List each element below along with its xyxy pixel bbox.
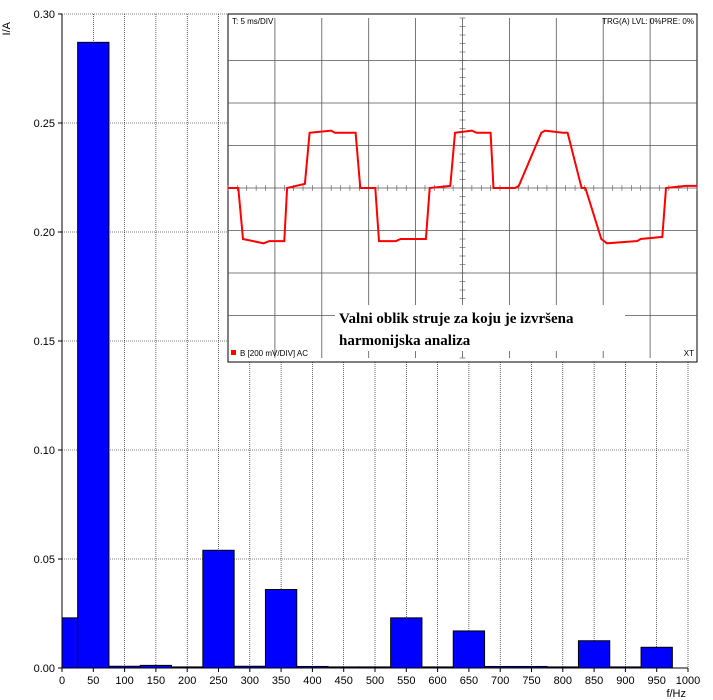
x-tick-label: 350	[272, 675, 290, 687]
x-tick-label: 600	[428, 675, 446, 687]
x-tick-label: 0	[59, 675, 65, 687]
x-tick-label: 100	[115, 675, 133, 687]
bar	[264, 589, 298, 669]
x-tick-label: 300	[241, 675, 259, 687]
bars-group	[61, 41, 673, 669]
y-tick-label: 0.25	[34, 118, 55, 130]
current-waveform-line	[228, 129, 697, 245]
x-tick-label: 700	[491, 675, 509, 687]
x-tick-label: 1000	[676, 675, 700, 687]
channel-label: B [200 mV/DIV] AC	[240, 349, 308, 358]
caption-background	[335, 305, 625, 351]
bar	[202, 549, 235, 669]
x-tick-label: 850	[585, 675, 603, 687]
x-tick-labels: 0 50 100 150 200 250 300 350 400 450 500 550 600 650 7…	[59, 675, 700, 687]
x-tick-label: 550	[397, 675, 415, 687]
caption-line-2: harmonijska analiza	[339, 333, 471, 349]
x-tick-label: 750	[522, 675, 540, 687]
x-tick-label: 400	[303, 675, 321, 687]
bar	[77, 41, 110, 669]
bar	[577, 640, 611, 669]
x-tick-label: 150	[147, 675, 165, 687]
x-tick-label: 50	[87, 675, 99, 687]
inset-grid	[227, 17, 698, 359]
x-tick-label: 650	[460, 675, 478, 687]
chart-axes	[58, 13, 689, 672]
y-tick-label: 0.00	[34, 663, 55, 675]
y-tick-labels: 0.00 0.05 0.10 0.15 0.20 0.25 0.30	[34, 9, 55, 675]
x-tick-label: 250	[209, 675, 227, 687]
x-axis-label: f/Hz	[666, 688, 686, 700]
bar	[452, 630, 486, 669]
x-tick-label: 800	[554, 675, 572, 687]
y-tick-label: 0.20	[34, 227, 55, 239]
x-tick-label: 950	[648, 675, 666, 687]
x-tick-label: 500	[366, 675, 384, 687]
timebase-label: T: 5 ms/DIV	[232, 17, 274, 26]
x-tick-label: 450	[335, 675, 353, 687]
mode-label: XT	[684, 349, 694, 358]
bar	[61, 617, 79, 669]
y-axis-label: I/A	[1, 21, 13, 35]
y-tick-label: 0.10	[34, 445, 55, 457]
x-tick-label: 900	[616, 675, 634, 687]
x-tick-label: 200	[178, 675, 196, 687]
y-tick-label: 0.05	[34, 554, 55, 566]
caption-line-1: Valni oblik struje za koju je izvršena	[339, 311, 574, 327]
bar	[640, 646, 673, 669]
channel-color-swatch	[231, 350, 236, 355]
y-tick-label: 0.30	[34, 9, 55, 21]
y-tick-label: 0.15	[34, 336, 55, 348]
trigger-label: TRG(A) LVL: 0%PRE: 0%	[602, 17, 694, 26]
bar	[390, 617, 423, 669]
oscilloscope-inset: T: 5 ms/DIV TRG(A) LVL: 0%PRE: 0% B [200…	[227, 13, 698, 363]
